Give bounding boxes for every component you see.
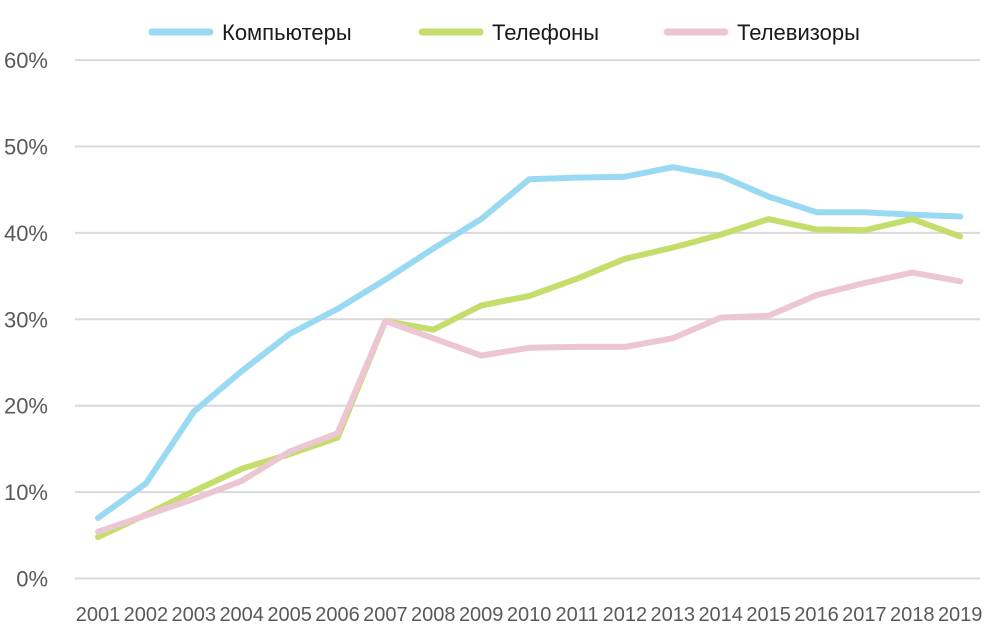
x-axis-ticks: 2001 2002 2003 2004 2005 2006 2007 2008 2009 2010… xyxy=(76,604,983,626)
x-tick-label: 2007 xyxy=(363,604,408,626)
x-tick-label: 2015 xyxy=(746,604,791,626)
y-tick-label: 10% xyxy=(4,480,48,505)
y-tick-label: 20% xyxy=(4,394,48,419)
x-tick-label: 2010 xyxy=(507,604,552,626)
y-tick-label: 30% xyxy=(4,307,48,332)
y-tick-label: 60% xyxy=(4,48,48,73)
legend-item: Телефоны xyxy=(418,20,599,45)
series-line-1 xyxy=(95,164,964,521)
legend-item: Компьютеры xyxy=(148,20,352,45)
x-tick-label: 2014 xyxy=(698,604,743,626)
x-tick-label: 2011 xyxy=(555,604,598,626)
legend-label: Компьютеры xyxy=(222,20,352,45)
legend-item: Телевизоры xyxy=(663,20,860,45)
x-tick-label: 2019 xyxy=(938,604,983,626)
x-tick-label: 2003 xyxy=(172,604,217,626)
legend: Компьютеры Телефоны Телевизоры xyxy=(148,20,860,45)
y-tick-label: 40% xyxy=(4,221,48,246)
series-lines xyxy=(95,164,964,540)
x-tick-label: 2009 xyxy=(459,604,504,626)
grid-lines xyxy=(75,59,980,580)
series-line-2 xyxy=(95,216,964,540)
x-tick-label: 2002 xyxy=(124,604,169,626)
x-tick-label: 2018 xyxy=(890,604,935,626)
legend-label: Телефоны xyxy=(492,20,599,45)
x-tick-label: 2001 xyxy=(76,604,121,626)
legend-label: Телевизоры xyxy=(737,20,860,45)
y-tick-label: 0% xyxy=(16,567,48,592)
x-tick-label: 2006 xyxy=(315,604,360,626)
x-tick-label: 2016 xyxy=(794,604,839,626)
x-tick-label: 2012 xyxy=(603,604,648,626)
x-tick-label: 2004 xyxy=(219,604,264,626)
y-tick-label: 50% xyxy=(4,135,48,160)
x-tick-label: 2008 xyxy=(411,604,456,626)
x-tick-label: 2017 xyxy=(842,604,887,626)
x-tick-label: 2013 xyxy=(651,604,696,626)
series-line-3 xyxy=(95,269,964,535)
y-axis-ticks: 0% 10% 20% 30% 40% 50% 60% xyxy=(4,48,48,591)
x-tick-label: 2005 xyxy=(267,604,312,626)
